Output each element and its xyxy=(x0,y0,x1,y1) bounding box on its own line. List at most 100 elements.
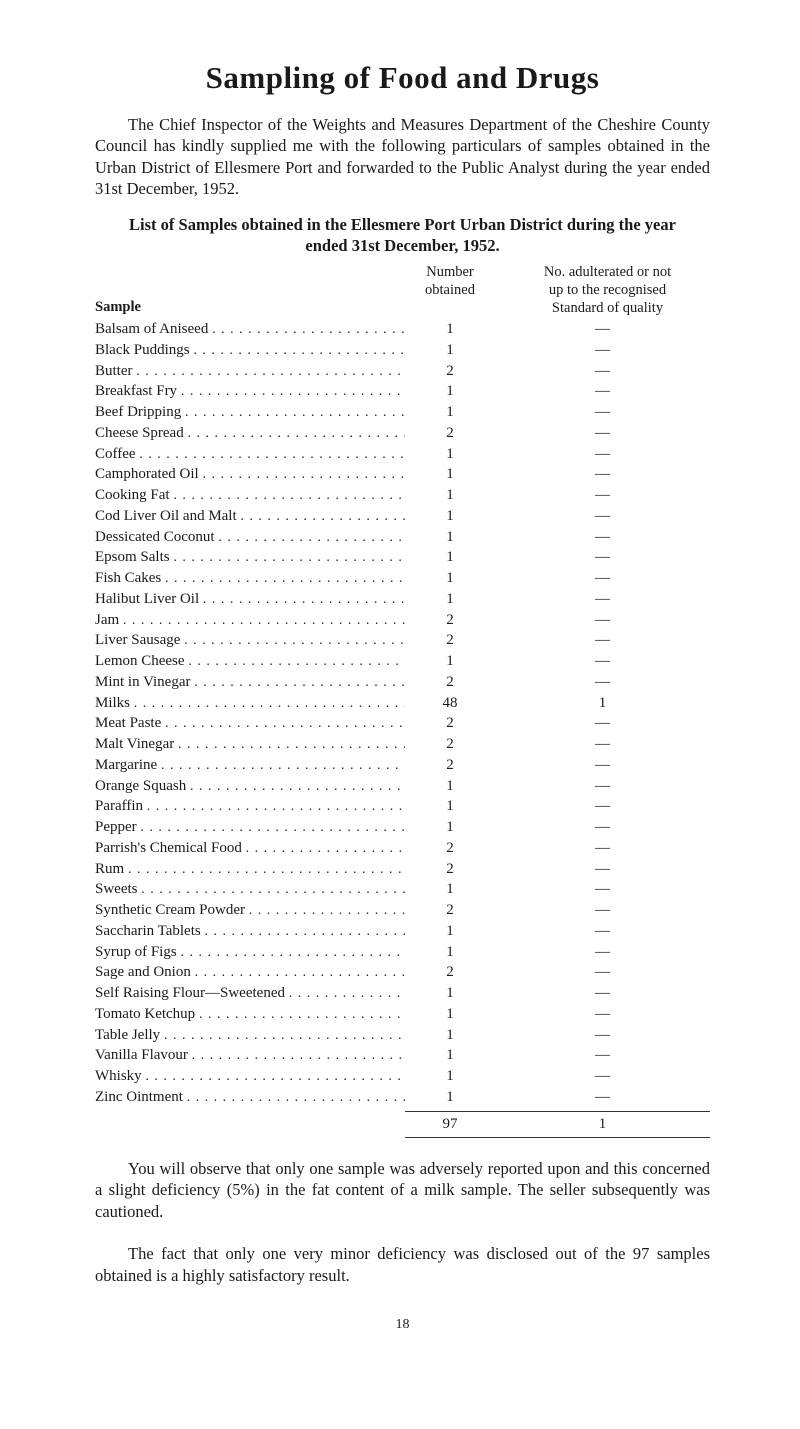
sample-adulterated: — xyxy=(495,1045,710,1065)
sample-number: 1 xyxy=(405,319,495,339)
sample-adulterated: — xyxy=(495,485,710,505)
sample-label: Saccharin Tablets xyxy=(95,921,405,942)
sample-number: 2 xyxy=(405,713,495,733)
sample-number: 1 xyxy=(405,796,495,816)
table-row: Self Raising Flour—Sweetened 1— xyxy=(95,983,710,1004)
sample-adulterated: — xyxy=(495,713,710,733)
sample-number: 2 xyxy=(405,838,495,858)
sample-number: 2 xyxy=(405,962,495,982)
list-heading: List of Samples obtained in the Ellesmer… xyxy=(115,214,690,257)
sample-adulterated: — xyxy=(495,1087,710,1107)
sample-number: 1 xyxy=(405,942,495,962)
table-row: Fish Cakes 1— xyxy=(95,568,710,589)
sample-label: Lemon Cheese xyxy=(95,651,405,672)
sample-number: 2 xyxy=(405,423,495,443)
col-adul-l2: up to the recognised xyxy=(505,281,710,299)
sample-label: Orange Squash xyxy=(95,776,405,797)
sample-number: 1 xyxy=(405,547,495,567)
sample-adulterated: — xyxy=(495,734,710,754)
table-row: Orange Squash 1— xyxy=(95,776,710,797)
table-row: Synthetic Cream Powder 2— xyxy=(95,900,710,921)
table-row: Vanilla Flavour 1— xyxy=(95,1045,710,1066)
sample-adulterated: — xyxy=(495,319,710,339)
sample-adulterated: — xyxy=(495,589,710,609)
sample-number: 1 xyxy=(405,568,495,588)
table-row: Parrish's Chemical Food 2— xyxy=(95,838,710,859)
sample-number: 1 xyxy=(405,921,495,941)
sample-label: Dessicated Coconut xyxy=(95,527,405,548)
sample-label: Milks xyxy=(95,693,405,714)
table-row: Pepper 1— xyxy=(95,817,710,838)
sample-adulterated: — xyxy=(495,568,710,588)
sample-number: 2 xyxy=(405,630,495,650)
table-row: Milks 481 xyxy=(95,693,710,714)
table-row: Cod Liver Oil and Malt 1— xyxy=(95,506,710,527)
sample-adulterated: — xyxy=(495,817,710,837)
sample-label: Butter xyxy=(95,361,405,382)
sample-adulterated: — xyxy=(495,921,710,941)
sample-adulterated: — xyxy=(495,755,710,775)
sample-adulterated: — xyxy=(495,1066,710,1086)
totals-number: 97 xyxy=(405,1111,495,1138)
sample-number: 1 xyxy=(405,402,495,422)
table-row: Coffee 1— xyxy=(95,444,710,465)
table-row: Malt Vinegar 2— xyxy=(95,734,710,755)
sample-label: Balsam of Aniseed xyxy=(95,319,405,340)
sample-label: Vanilla Flavour xyxy=(95,1045,405,1066)
sample-adulterated: — xyxy=(495,942,710,962)
table-row: Zinc Ointment 1— xyxy=(95,1087,710,1108)
totals-spacer xyxy=(95,1111,405,1138)
col-number-label: Number obtained xyxy=(405,263,495,317)
table-row: Black Puddings 1— xyxy=(95,340,710,361)
table-row: Saccharin Tablets 1— xyxy=(95,921,710,942)
table-row: Balsam of Aniseed 1— xyxy=(95,319,710,340)
table-row: Jam 2— xyxy=(95,610,710,631)
sample-rows: Balsam of Aniseed 1—Black Puddings 1—But… xyxy=(95,319,710,1108)
sample-label: Halibut Liver Oil xyxy=(95,589,405,610)
table-row: Mint in Vinegar 2— xyxy=(95,672,710,693)
table-row: Breakfast Fry 1— xyxy=(95,381,710,402)
table-row: Sweets 1— xyxy=(95,879,710,900)
sample-number: 1 xyxy=(405,1087,495,1107)
sample-number: 1 xyxy=(405,1066,495,1086)
sample-number: 1 xyxy=(405,485,495,505)
sample-label: Whisky xyxy=(95,1066,405,1087)
sample-number: 1 xyxy=(405,817,495,837)
page-title: Sampling of Food and Drugs xyxy=(95,60,710,96)
sample-adulterated: — xyxy=(495,340,710,360)
table-row: Halibut Liver Oil 1— xyxy=(95,589,710,610)
sample-number: 1 xyxy=(405,1025,495,1045)
sample-label: Parrish's Chemical Food xyxy=(95,838,405,859)
sample-label: Malt Vinegar xyxy=(95,734,405,755)
sample-adulterated: — xyxy=(495,962,710,982)
sample-number: 2 xyxy=(405,734,495,754)
sample-adulterated: — xyxy=(495,547,710,567)
sample-number: 1 xyxy=(405,1004,495,1024)
sample-label: Zinc Ointment xyxy=(95,1087,405,1108)
sample-label: Cooking Fat xyxy=(95,485,405,506)
sample-adulterated: — xyxy=(495,1025,710,1045)
col-sample-label: Sample xyxy=(95,263,405,317)
table-row: Beef Dripping 1— xyxy=(95,402,710,423)
sample-label: Syrup of Figs xyxy=(95,942,405,963)
table-row: Lemon Cheese 1— xyxy=(95,651,710,672)
sample-number: 1 xyxy=(405,879,495,899)
sample-number: 1 xyxy=(405,983,495,1003)
sample-adulterated: — xyxy=(495,983,710,1003)
sample-number: 2 xyxy=(405,361,495,381)
sample-number: 1 xyxy=(405,381,495,401)
table-row: Rum 2— xyxy=(95,859,710,880)
sample-label: Mint in Vinegar xyxy=(95,672,405,693)
sample-adulterated: — xyxy=(495,838,710,858)
sample-label: Liver Sausage xyxy=(95,630,405,651)
intro-paragraph: The Chief Inspector of the Weights and M… xyxy=(95,114,710,200)
sample-label: Sage and Onion xyxy=(95,962,405,983)
sample-adulterated: — xyxy=(495,900,710,920)
sample-adulterated: 1 xyxy=(495,693,710,713)
closing-paragraph-2: The fact that only one very minor defici… xyxy=(95,1243,710,1287)
sample-label: Margarine xyxy=(95,755,405,776)
col-adul-l3: Standard of quality xyxy=(505,299,710,317)
sample-adulterated: — xyxy=(495,879,710,899)
col-adulterated-label: No. adulterated or not up to the recogni… xyxy=(495,263,710,317)
sample-label: Meat Paste xyxy=(95,713,405,734)
